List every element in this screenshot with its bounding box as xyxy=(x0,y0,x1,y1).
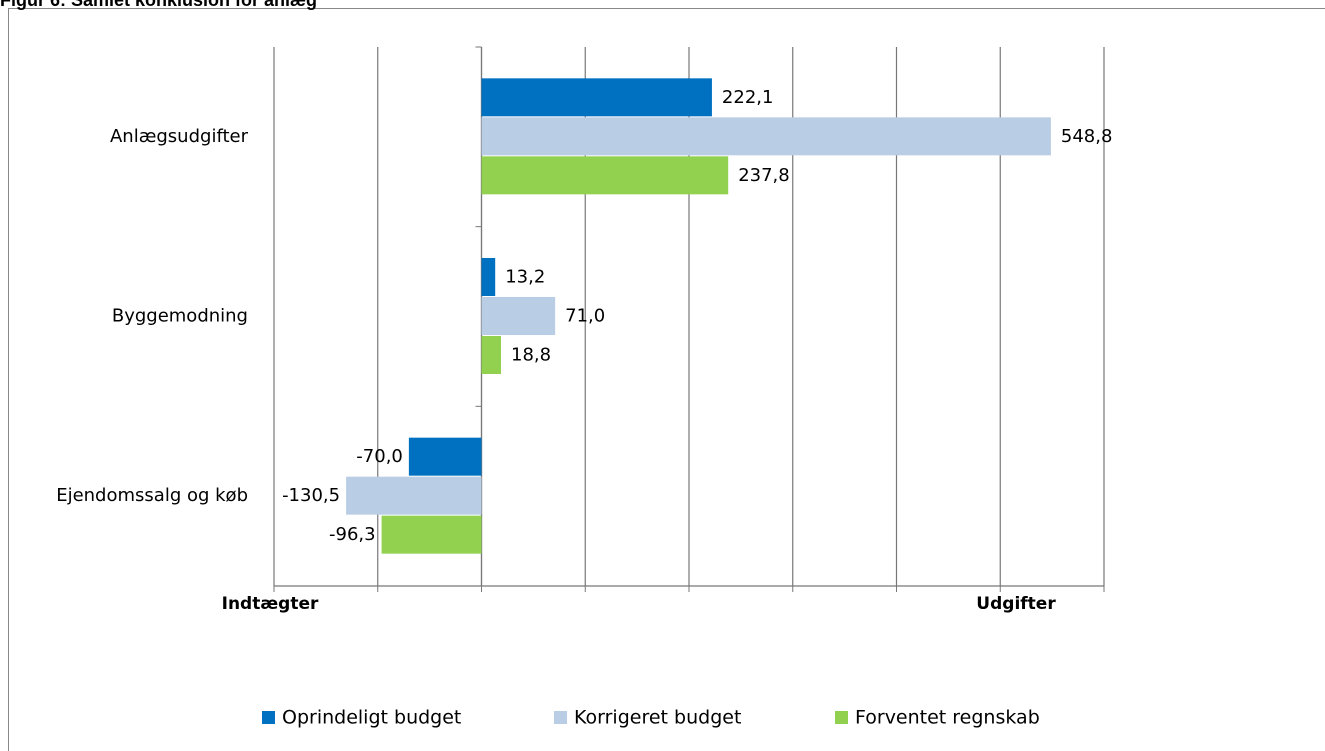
bar xyxy=(481,336,502,374)
data-label: 222,1 xyxy=(722,87,774,108)
data-label: -130,5 xyxy=(282,485,340,506)
bar xyxy=(481,297,556,335)
legend-swatch xyxy=(554,711,567,724)
category-label: Byggemodning xyxy=(112,306,248,327)
bar xyxy=(381,515,482,554)
data-label: 18,8 xyxy=(511,345,551,366)
legend-label: Forventet regnskab xyxy=(855,707,1040,729)
axis-label: Indtægter xyxy=(222,594,319,614)
data-label: 13,2 xyxy=(505,267,545,288)
bar xyxy=(481,258,496,296)
data-label: 548,8 xyxy=(1061,126,1113,147)
data-label: 71,0 xyxy=(565,306,605,327)
bar xyxy=(481,117,1051,156)
legend-swatch xyxy=(835,711,848,724)
legend-label: Korrigeret budget xyxy=(574,707,741,729)
data-label: 237,8 xyxy=(738,165,790,186)
legend-label: Oprindeligt budget xyxy=(282,707,461,729)
data-label: -96,3 xyxy=(329,524,376,545)
bar xyxy=(481,156,729,195)
chart-title: Figur 6: Samlet konklusion for anlæg xyxy=(0,0,317,10)
chart-frame xyxy=(8,8,1325,751)
category-label: Ejendomssalg og køb xyxy=(56,485,248,506)
bar xyxy=(346,476,482,515)
legend-swatch xyxy=(262,711,275,724)
bar xyxy=(481,78,712,117)
category-label: Anlægsudgifter xyxy=(110,126,249,147)
bar xyxy=(408,437,482,476)
axis-label: Udgifter xyxy=(976,594,1056,614)
data-label: -70,0 xyxy=(356,446,403,467)
